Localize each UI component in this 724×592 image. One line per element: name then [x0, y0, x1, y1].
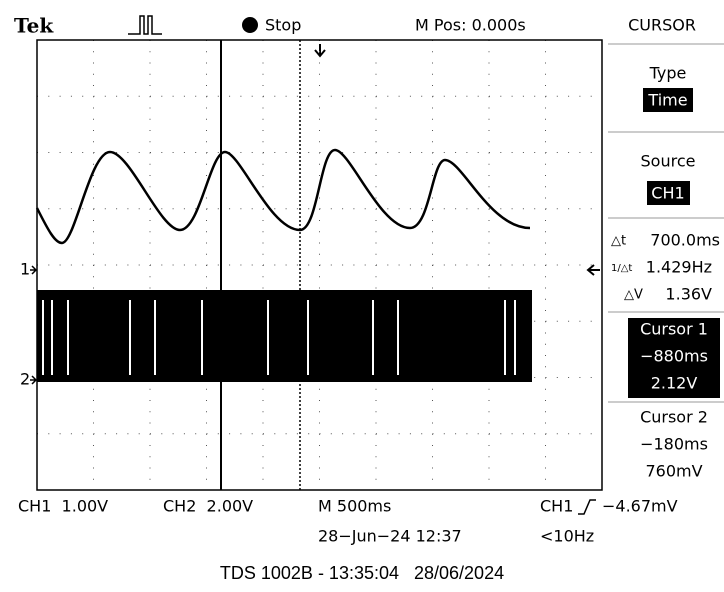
trigger-level: −4.67mV — [602, 497, 678, 516]
source-value[interactable]: CH1 — [651, 184, 684, 203]
brand: Tek — [14, 14, 54, 38]
ch1-marker: 1 — [20, 260, 30, 279]
ch2-marker: 2 — [20, 370, 30, 389]
stop-dot — [242, 17, 258, 33]
run-status: Stop — [265, 16, 301, 35]
ch1-scale: CH1 1.00V — [18, 497, 108, 516]
cursor2-time[interactable]: −180ms — [640, 435, 708, 454]
type-value[interactable]: Time — [647, 91, 687, 110]
menu-title: CURSOR — [628, 16, 696, 35]
source-label: Source — [641, 152, 696, 171]
delta-v: 1.36V — [665, 285, 712, 304]
type-label: Type — [649, 64, 687, 83]
inverse-delta-t-symbol: 1/△t — [611, 263, 632, 274]
cursor2-label[interactable]: Cursor 2 — [640, 408, 708, 427]
timebase: M 500ms — [318, 497, 391, 516]
cursor2-volts[interactable]: 760mV — [645, 462, 702, 481]
delta-t-symbol: △t — [611, 234, 626, 249]
cursor1-label[interactable]: Cursor 1 — [640, 320, 708, 339]
inverse-delta-t: 1.429Hz — [646, 258, 712, 277]
date: 28−Jun−24 12:37 — [318, 527, 462, 546]
ch2-scale: CH2 2.00V — [163, 497, 253, 516]
footer: TDS 1002B - 13:35:04 28/06/2024 — [220, 563, 504, 583]
cursor1-time[interactable]: −880ms — [640, 347, 708, 366]
ch2-waveform — [37, 290, 532, 382]
delta-t: 700.0ms — [650, 231, 720, 250]
oscilloscope-screen: Tek Stop M Pos: 0.000s 1 2 CURSOR Type T… — [0, 0, 724, 588]
delta-v-symbol: △V — [624, 288, 643, 303]
trigger-source: CH1 — [540, 497, 573, 516]
frequency: <10Hz — [540, 527, 594, 546]
position: M Pos: 0.000s — [415, 16, 526, 35]
cursor1-volts[interactable]: 2.12V — [651, 374, 698, 393]
